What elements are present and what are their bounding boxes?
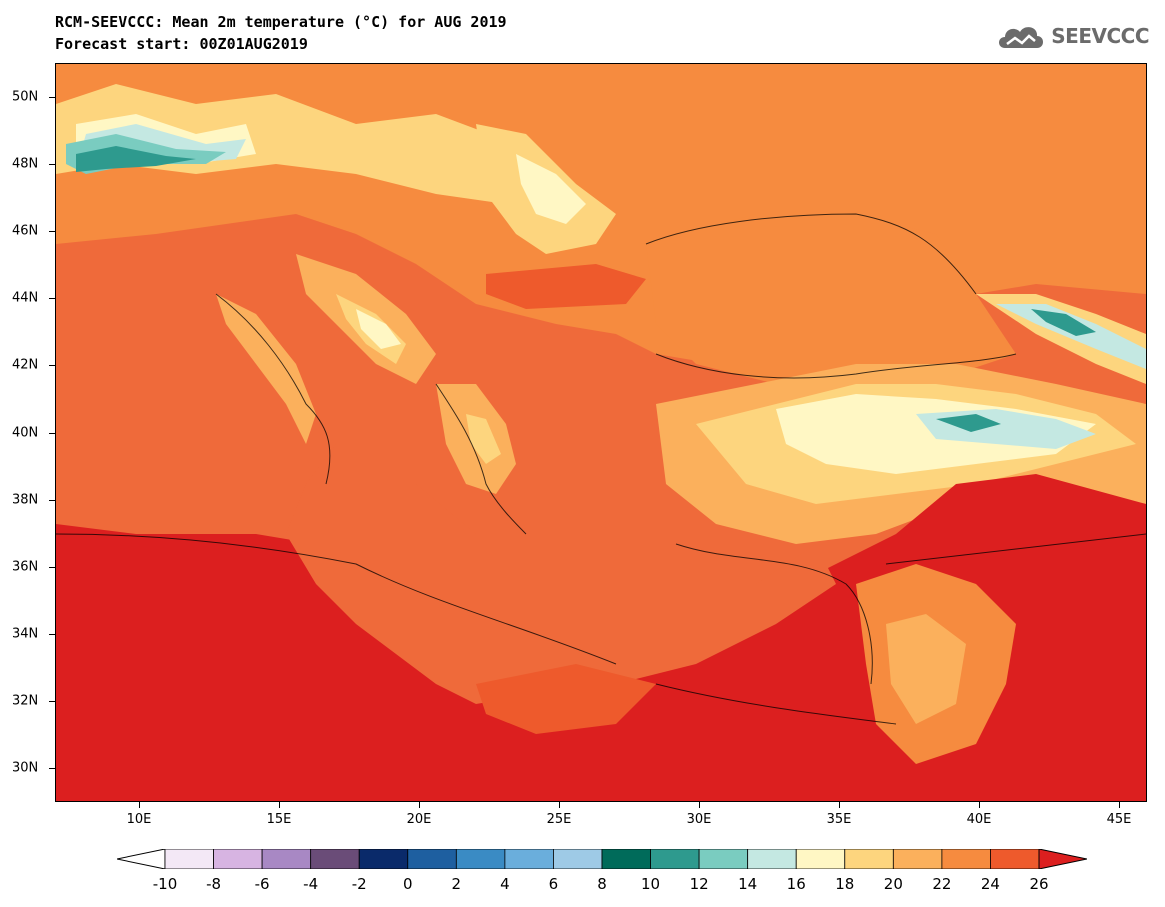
- temperature-map: [55, 63, 1147, 802]
- lon-label: 25E: [546, 812, 572, 827]
- lon-label: 30E: [686, 812, 712, 827]
- lat-tick: [49, 768, 55, 770]
- colorbar-label: 14: [738, 875, 758, 893]
- lon-label: 45E: [1106, 812, 1132, 827]
- colorbar-label: 22: [932, 875, 952, 893]
- colorbar-label: -8: [206, 875, 222, 893]
- colorbar-over-triangle: [1038, 849, 1087, 869]
- lat-label: 40N: [12, 425, 39, 440]
- colorbar-label: 0: [402, 875, 413, 893]
- colorbar-box: [261, 849, 312, 869]
- lon-tick: [839, 802, 840, 808]
- lat-label: 42N: [12, 357, 39, 373]
- colorbar-box: [407, 849, 457, 869]
- colorbar-box: [310, 849, 360, 869]
- lat-tick: [49, 230, 55, 232]
- colorbar-box: [795, 849, 846, 869]
- colorbar-box: [504, 849, 554, 869]
- lon-tick: [559, 802, 560, 808]
- colorbar-box: [164, 849, 214, 869]
- lon-label: 40E: [966, 812, 992, 827]
- lat-tick: [49, 634, 55, 636]
- colorbar-label: -10: [152, 875, 178, 893]
- lat-label: 34N: [12, 626, 39, 642]
- colorbar: [117, 849, 1087, 869]
- colorbar-label: 10: [641, 875, 661, 893]
- lat-label: 30N: [12, 760, 39, 776]
- colorbar-box: [650, 849, 700, 869]
- lat-tick: [49, 96, 55, 98]
- colorbar-box: [990, 849, 1040, 869]
- forecast-start-label: Forecast start: 00Z01AUG2019: [55, 35, 308, 53]
- lat-label: 46N: [12, 223, 39, 239]
- colorbar-label: -2: [351, 875, 367, 893]
- colorbar-label: 2: [451, 875, 462, 893]
- colorbar-label: 24: [980, 875, 1000, 893]
- lat-tick: [49, 365, 55, 367]
- lat-tick: [49, 432, 55, 434]
- lon-label: 10E: [126, 812, 152, 827]
- colorbar-box: [358, 849, 409, 869]
- colorbar-label: 20: [883, 875, 903, 893]
- lon-tick: [139, 802, 140, 808]
- logo-text: SEEVCCC: [1051, 24, 1149, 48]
- colorbar-box: [892, 849, 943, 869]
- colorbar-box: [698, 849, 749, 869]
- lat-tick: [49, 298, 55, 300]
- colorbar-box: [844, 849, 894, 869]
- colorbar-box: [601, 849, 651, 869]
- lat-label: 36N: [12, 559, 39, 575]
- colorbar-label: -4: [303, 875, 319, 893]
- colorbar-label: 8: [597, 875, 607, 893]
- lon-tick: [279, 802, 280, 808]
- lat-tick: [49, 163, 55, 165]
- colorbar-box: [941, 849, 991, 869]
- lon-tick: [419, 802, 420, 808]
- lon-label: 15E: [266, 812, 292, 827]
- colorbar-label: 4: [500, 875, 510, 893]
- seevccc-logo: SEEVCCC: [995, 20, 1149, 52]
- colorbar-under-triangle: [117, 849, 166, 869]
- map-title: RCM-SEEVCCC: Mean 2m temperature (°C) fo…: [55, 13, 507, 31]
- colorbar-box: [553, 849, 603, 869]
- lon-tick: [1119, 802, 1120, 808]
- colorbar-label: -6: [254, 875, 270, 893]
- temperature-field: [56, 64, 1146, 801]
- colorbar-label: 6: [548, 875, 559, 893]
- colorbar-label: 16: [786, 875, 806, 893]
- colorbar-label: 12: [689, 875, 709, 893]
- lon-tick: [699, 802, 700, 808]
- lon-tick: [979, 802, 980, 808]
- colorbar-box: [213, 849, 263, 869]
- lat-tick: [49, 701, 55, 703]
- colorbar-box: [455, 849, 506, 869]
- lat-label: 32N: [12, 693, 39, 709]
- lat-label: 48N: [12, 156, 39, 172]
- cloud-icon: [999, 27, 1044, 48]
- colorbar-label: 18: [835, 875, 855, 893]
- lon-label: 35E: [826, 812, 852, 827]
- colorbar-label: 26: [1029, 875, 1049, 893]
- lat-tick: [49, 566, 55, 568]
- lat-label: 44N: [12, 290, 39, 306]
- colorbar-box: [747, 849, 797, 869]
- lat-label: 38N: [12, 492, 39, 508]
- lon-label: 20E: [406, 812, 432, 827]
- lat-label: 50N: [12, 89, 39, 105]
- lat-tick: [49, 499, 55, 501]
